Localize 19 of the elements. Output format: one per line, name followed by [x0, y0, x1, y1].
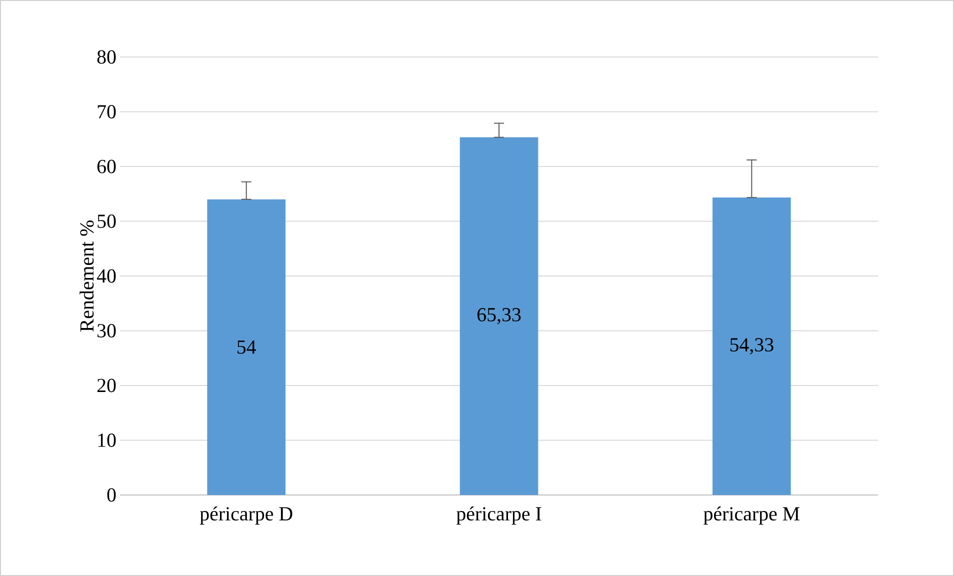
y-tick-label: 20 — [97, 378, 116, 392]
y-tick-label: 70 — [98, 105, 116, 118]
x-tick-label: péricarpe M — [704, 506, 800, 525]
data-label: 65,33 — [477, 308, 521, 324]
data-label: 54 — [238, 340, 256, 354]
y-axis-title: Rendement % — [80, 220, 94, 332]
y-tick-label: 50 — [98, 214, 116, 228]
y-tick-label: 40 — [96, 269, 116, 283]
y-tick-label: 60 — [97, 160, 116, 174]
x-tick-label: péricarpe I — [456, 506, 542, 525]
y-tick-label: 10 — [98, 434, 116, 447]
bar — [460, 137, 538, 495]
bar — [712, 198, 791, 495]
y-tick-label: 80 — [97, 50, 116, 64]
y-tick-label: 0 — [107, 488, 116, 502]
y-tick-label: 30 — [98, 324, 116, 338]
data-label: 54,33 — [730, 338, 774, 354]
x-tick-label: péricarpe D — [200, 506, 292, 525]
bar — [207, 199, 286, 495]
